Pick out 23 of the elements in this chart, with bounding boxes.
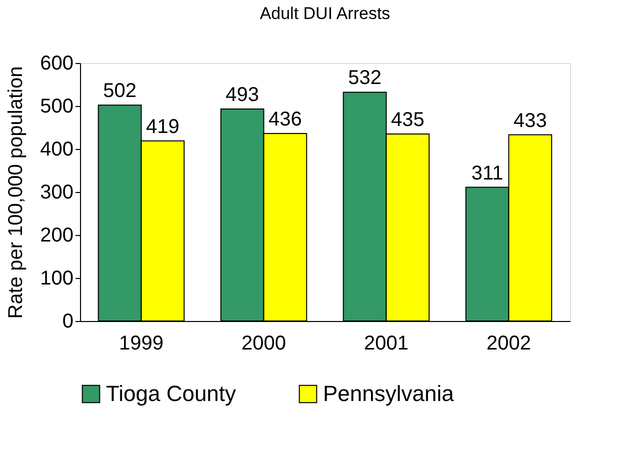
data-label: 493 <box>226 84 259 106</box>
data-label: 311 <box>471 162 504 184</box>
data-label: 435 <box>391 108 424 131</box>
x-tick-label: 2000 <box>242 332 286 354</box>
y-tick-label: 600 <box>40 52 74 74</box>
data-label: 502 <box>103 80 136 102</box>
y-tick-label: 200 <box>40 224 74 246</box>
data-label: 433 <box>514 110 547 132</box>
chart-title: Adult DUI Arrests <box>260 4 390 23</box>
y-tick-label: 0 <box>62 310 74 332</box>
y-axis-title: Rate per 100,000 population <box>5 66 28 319</box>
x-tick-label: 2002 <box>486 332 531 354</box>
data-label: 419 <box>146 116 180 138</box>
legend-label: Tioga County <box>106 381 236 406</box>
data-label: 532 <box>348 67 382 90</box>
x-tick-label: 1999 <box>119 332 164 354</box>
y-tick-label: 400 <box>40 138 74 160</box>
y-tick-label: 300 <box>40 182 74 204</box>
legend-label: Pennsylvania <box>323 381 455 406</box>
x-tick-label: 2001 <box>364 332 408 354</box>
y-tick-label: 500 <box>40 96 74 118</box>
data-label: 436 <box>268 108 302 131</box>
y-tick-label: 100 <box>40 268 74 290</box>
